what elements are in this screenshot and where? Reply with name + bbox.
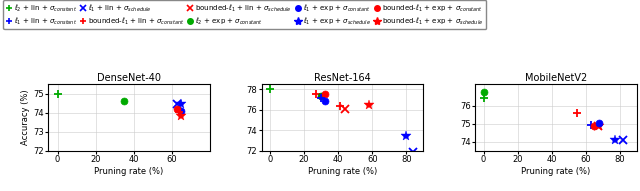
Title: MobileNetV2: MobileNetV2 bbox=[525, 73, 587, 83]
Title: DenseNet-40: DenseNet-40 bbox=[97, 73, 161, 83]
Y-axis label: Accuracy (%): Accuracy (%) bbox=[21, 90, 30, 145]
X-axis label: Pruning rate (%): Pruning rate (%) bbox=[308, 167, 377, 176]
X-axis label: Pruning rate (%): Pruning rate (%) bbox=[522, 167, 591, 176]
X-axis label: Pruning rate (%): Pruning rate (%) bbox=[94, 167, 163, 176]
Legend: $\ell_2$ + lin + $\sigma_{constant}$, $\ell_1$ + lin + $\sigma_{constant}$, $\el: $\ell_2$ + lin + $\sigma_{constant}$, $\… bbox=[3, 0, 486, 29]
Title: ResNet-164: ResNet-164 bbox=[314, 73, 371, 83]
